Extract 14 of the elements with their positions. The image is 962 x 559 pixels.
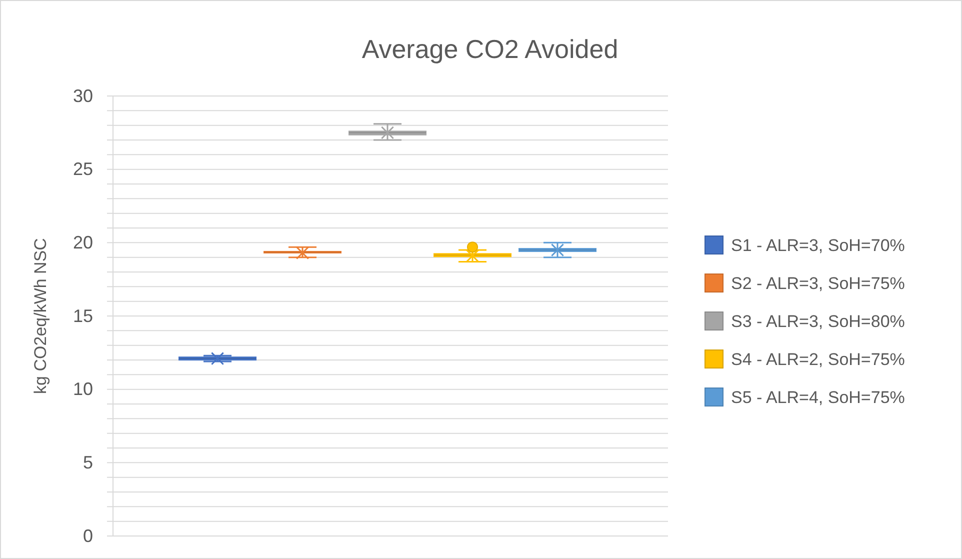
legend-label: S3 - ALR=3, SoH=80% [731,312,905,331]
y-axis-title: kg CO2eq/kWh NSC [31,238,50,394]
legend-label: S5 - ALR=4, SoH=75% [731,388,905,407]
y-tick-label: 15 [72,306,93,326]
y-tick-label: 30 [72,86,93,106]
y-tick-label: 25 [72,159,93,180]
y-tick-label: 20 [72,232,93,252]
legend-label: S1 - ALR=3, SoH=70% [731,236,905,255]
chart-title: Average CO2 Avoided [362,34,618,64]
y-tick-label: 5 [82,452,93,472]
y-tick-label: 0 [82,526,93,546]
legend-label: S4 - ALR=2, SoH=75% [731,350,905,369]
legend-label: S2 - ALR=3, SoH=75% [731,274,905,293]
y-tick-label: 10 [72,379,93,400]
